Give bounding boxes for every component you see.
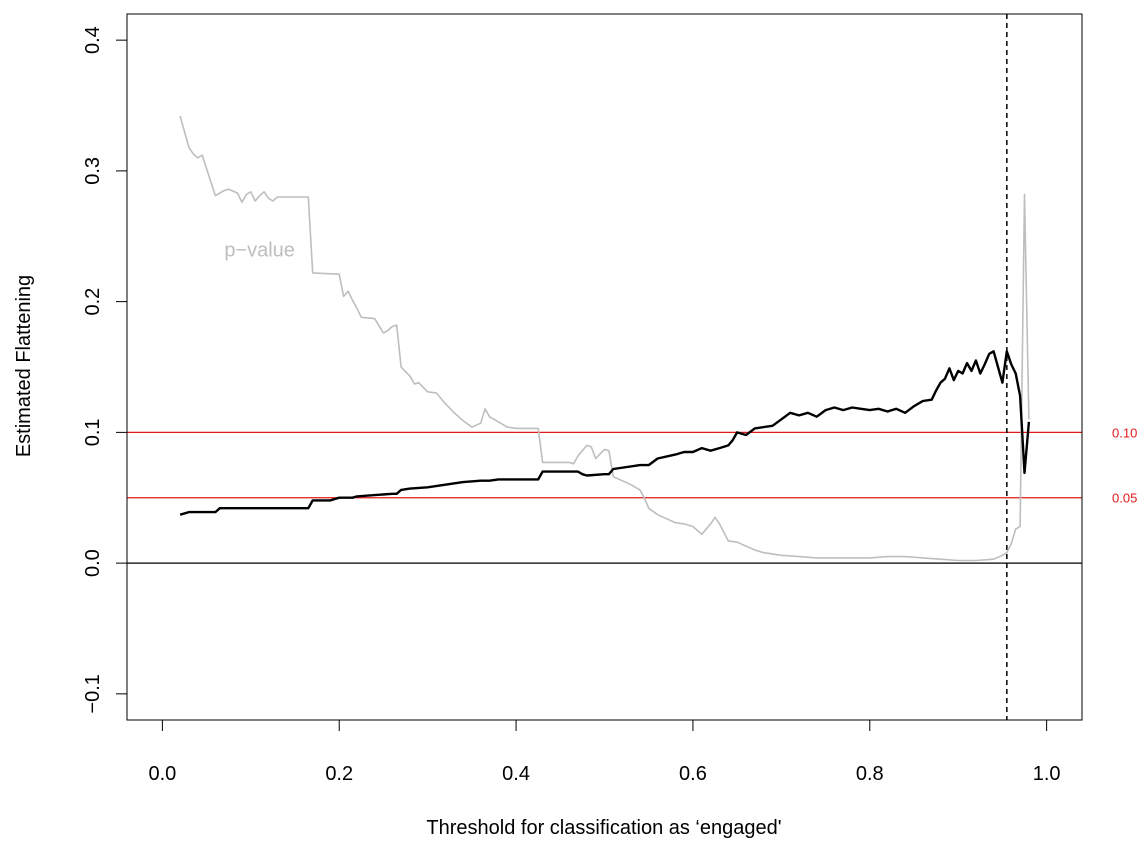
y-tick-label: 0.4 <box>82 26 104 54</box>
x-tick-label: 1.0 <box>1033 763 1061 785</box>
series-layer <box>179 115 1031 562</box>
reference-line-label: 0.10 <box>1112 425 1137 440</box>
y-tick-label: 0.3 <box>82 157 104 185</box>
series-line-p-value <box>179 115 1030 562</box>
annotations: p−value <box>224 239 295 261</box>
y-axis-label: Estimated Flattening <box>13 275 35 457</box>
series-line-estimate <box>179 350 1031 516</box>
y-axis: −0.1 0.0 0.1 0.2 0.3 0.4 <box>82 26 128 714</box>
x-tick-label: 0.4 <box>502 763 530 785</box>
y-tick-label: 0.1 <box>82 418 104 446</box>
annotation-label: p−value <box>224 239 295 261</box>
x-axis-label: Threshold for classification as ‘engaged… <box>426 817 781 839</box>
reference-line-label: 0.05 <box>1112 491 1137 506</box>
reference-lines <box>127 14 1082 720</box>
y-tick-label: 0.2 <box>82 288 104 316</box>
y-tick-label: −0.1 <box>82 674 104 713</box>
x-tick-label: 0.6 <box>679 763 707 785</box>
x-tick-label: 0.8 <box>856 763 884 785</box>
y-tick-label: 0.0 <box>82 549 104 577</box>
plot-frame <box>126 13 1083 721</box>
x-tick-label: 0.2 <box>325 763 353 785</box>
reference-line-labels: 0.10 0.05 <box>1112 425 1137 505</box>
x-axis: 0.0 0.2 0.4 0.6 0.8 1.0 <box>148 719 1061 785</box>
x-tick-label: 0.0 <box>148 763 176 785</box>
